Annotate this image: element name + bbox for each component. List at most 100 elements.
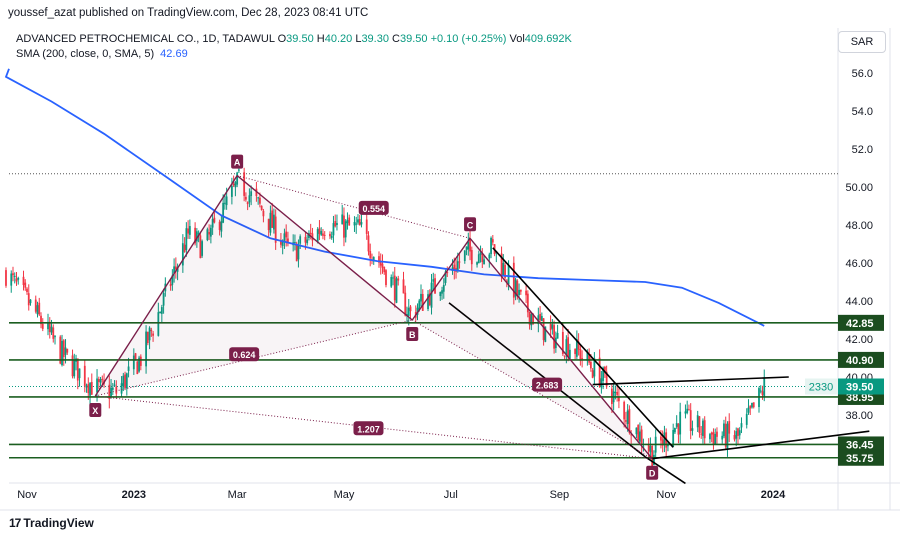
candle-body bbox=[679, 411, 682, 435]
candle bbox=[111, 382, 114, 396]
candle-body bbox=[488, 254, 491, 259]
candle bbox=[691, 420, 694, 436]
sma-legend-line[interactable]: SMA (200, close, 0, SMA, 5) 42.69 bbox=[16, 48, 188, 60]
candle bbox=[430, 273, 433, 315]
candle-body bbox=[481, 253, 484, 262]
candle bbox=[428, 289, 431, 307]
candle bbox=[115, 380, 118, 399]
candle bbox=[759, 385, 762, 394]
time-axis-labels: Nov 2023 Mar May Jul Sep Nov 2024 bbox=[17, 489, 786, 501]
candle-body bbox=[418, 300, 421, 310]
candle-body bbox=[171, 275, 174, 285]
candle-body bbox=[115, 386, 118, 394]
countdown-tag bbox=[805, 378, 838, 395]
candle-body bbox=[470, 250, 473, 265]
candle-body bbox=[749, 405, 752, 409]
candle-body bbox=[54, 336, 56, 338]
candle bbox=[136, 360, 139, 375]
tradingview-logo-icon: 17 bbox=[9, 516, 21, 530]
candle bbox=[54, 335, 56, 345]
level-label: 35.75 bbox=[846, 453, 874, 465]
candle bbox=[504, 261, 506, 281]
level-tag bbox=[838, 436, 884, 453]
candle-body bbox=[281, 241, 284, 246]
candle bbox=[230, 177, 233, 205]
candle bbox=[157, 302, 160, 337]
candle-body bbox=[526, 293, 529, 313]
candle bbox=[640, 425, 643, 455]
candle-body bbox=[62, 340, 65, 358]
candle-body bbox=[343, 215, 345, 238]
candle-body bbox=[544, 326, 547, 342]
candle bbox=[367, 231, 370, 256]
candle bbox=[714, 428, 717, 445]
candle-body bbox=[465, 246, 468, 250]
candle bbox=[488, 252, 491, 268]
candle-body bbox=[458, 261, 461, 263]
candle bbox=[525, 283, 527, 304]
candle bbox=[152, 330, 154, 342]
candle-body bbox=[71, 355, 74, 377]
candle bbox=[40, 312, 42, 329]
candle bbox=[565, 335, 568, 364]
candle-body bbox=[688, 409, 690, 411]
price-tick-label: 56.0 bbox=[852, 68, 873, 80]
candle-body bbox=[309, 232, 312, 234]
price-tick-label: 50.00 bbox=[845, 182, 873, 194]
candle-body bbox=[122, 375, 125, 386]
candle-body bbox=[299, 236, 302, 244]
pattern-point-label: B bbox=[409, 330, 416, 340]
candle-body bbox=[259, 197, 261, 204]
ratio-badge bbox=[532, 377, 563, 392]
candle bbox=[763, 369, 766, 402]
ohlc-close: 39.50 bbox=[399, 33, 428, 45]
candle bbox=[439, 291, 442, 301]
candle-body bbox=[588, 353, 591, 363]
candle-body bbox=[416, 307, 419, 315]
candle-body bbox=[712, 432, 715, 445]
candle bbox=[125, 372, 128, 396]
symbol-name[interactable]: ADVANCED PETROCHEMICAL CO., 1D, TADAWUL bbox=[16, 33, 275, 45]
candle bbox=[75, 354, 77, 371]
candle bbox=[85, 383, 88, 393]
price-tick-label: 44.00 bbox=[845, 296, 873, 308]
candle bbox=[518, 283, 520, 303]
candle bbox=[721, 431, 724, 444]
candle bbox=[686, 400, 689, 415]
currency-button[interactable]: SAR bbox=[838, 31, 886, 53]
candle bbox=[273, 208, 275, 234]
pattern-point-badge bbox=[406, 327, 419, 341]
publisher-line: youssef_azat published on TradingView.co… bbox=[8, 7, 369, 19]
price-tick-label: 46.00 bbox=[845, 258, 873, 270]
candle-body bbox=[500, 253, 503, 276]
candle-body bbox=[672, 429, 675, 447]
candle-body bbox=[97, 378, 100, 382]
candle-body bbox=[703, 420, 706, 439]
candle-body bbox=[397, 278, 400, 281]
candle-body bbox=[162, 292, 165, 306]
candle-body bbox=[188, 226, 191, 235]
candle bbox=[723, 419, 725, 439]
candle bbox=[383, 266, 386, 275]
tradingview-brand[interactable]: 17 TradingView bbox=[9, 516, 94, 530]
candle-body bbox=[211, 219, 214, 228]
candle-body bbox=[647, 444, 650, 452]
candle bbox=[320, 227, 323, 236]
candle bbox=[626, 404, 629, 432]
candle bbox=[120, 376, 123, 398]
candle-body bbox=[334, 220, 337, 227]
candle-body bbox=[353, 221, 356, 226]
candle-body bbox=[518, 289, 520, 295]
candle-body bbox=[271, 210, 274, 228]
candle bbox=[528, 311, 531, 330]
candle bbox=[12, 266, 14, 282]
candle-body bbox=[540, 316, 543, 321]
pattern-point-badge bbox=[646, 465, 659, 480]
candle-body bbox=[407, 307, 410, 316]
candle-body bbox=[52, 327, 55, 339]
candle-body bbox=[194, 227, 197, 244]
time-tick-label: Nov bbox=[656, 489, 676, 501]
candle bbox=[127, 357, 130, 378]
candle-body bbox=[367, 235, 370, 252]
